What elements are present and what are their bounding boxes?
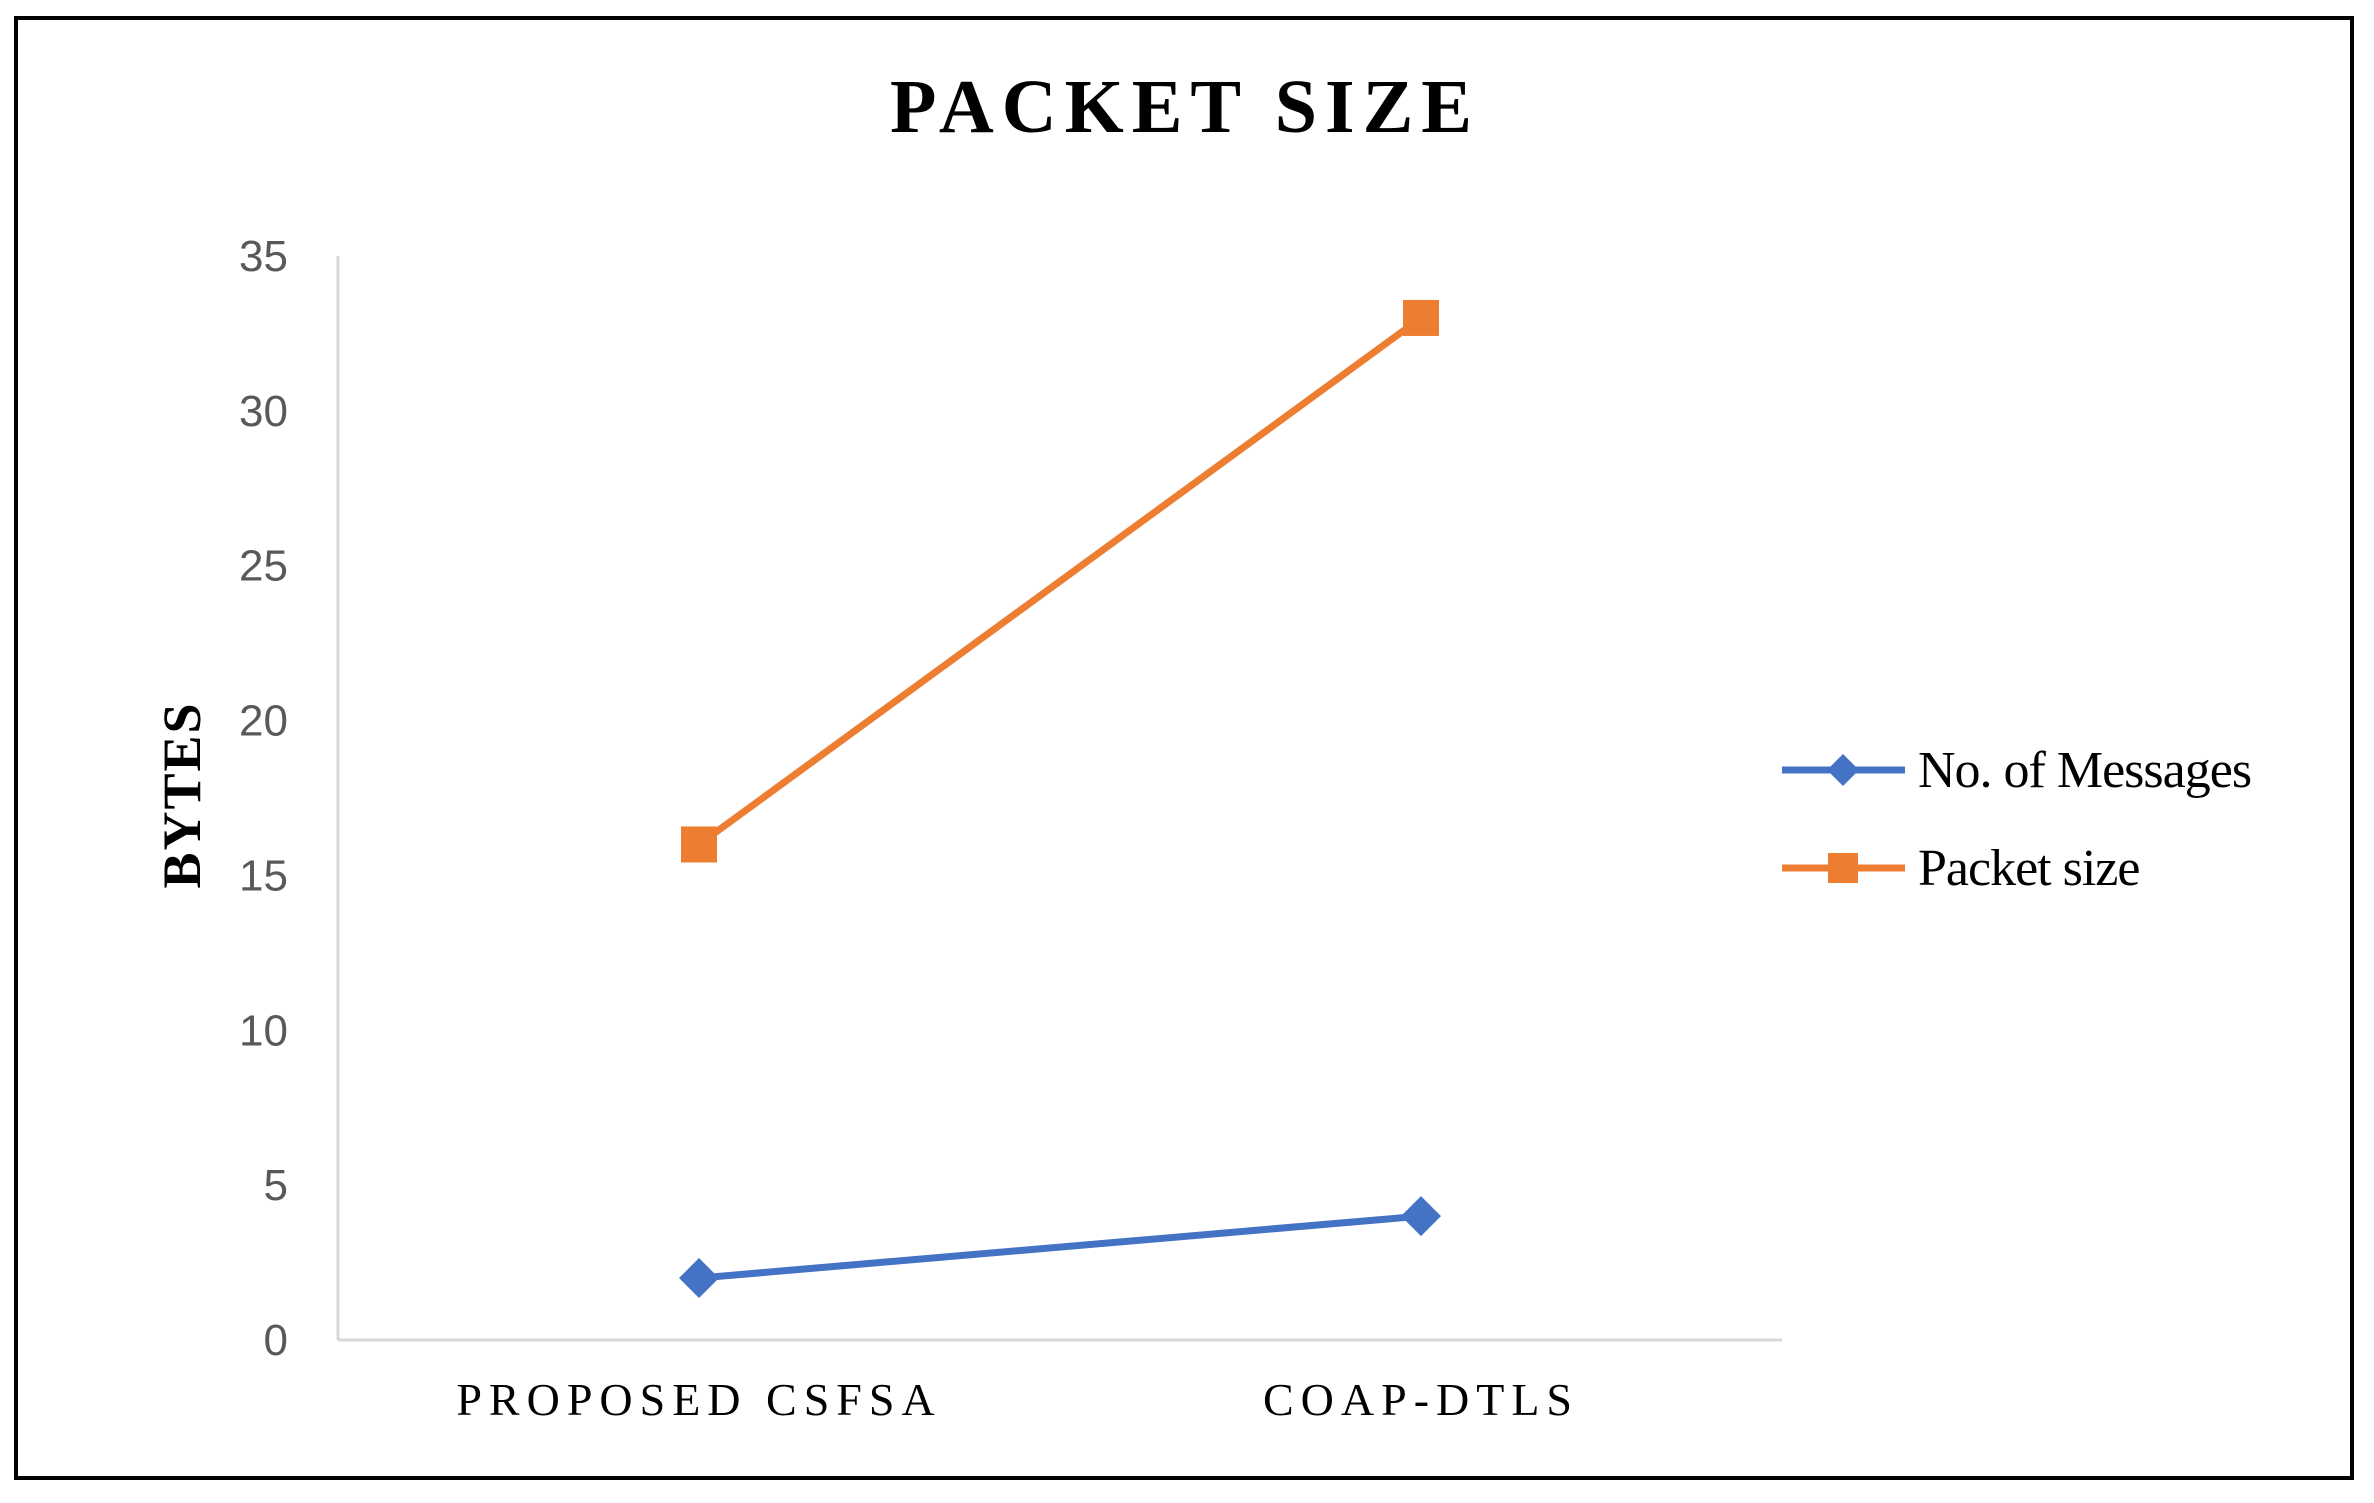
x-tick-label: COAP-DTLS <box>1263 1374 1579 1425</box>
y-tick-label: 35 <box>239 232 288 281</box>
legend-marker <box>1828 853 1858 883</box>
y-tick-label: 20 <box>239 697 288 746</box>
series-group <box>679 1196 1441 1299</box>
legend-item: Packet size <box>1782 840 2140 897</box>
series-layer <box>679 299 1441 1299</box>
y-tick-label: 25 <box>239 542 288 591</box>
y-axis-label: BYTES <box>152 701 212 888</box>
data-point <box>1401 1196 1441 1237</box>
series-line <box>698 1212 1422 1282</box>
data-point <box>1403 299 1439 336</box>
y-tick-labels: 0 5 10 15 20 25 30 35 <box>239 232 288 1365</box>
legend-label: No. of Messages <box>1918 742 2251 799</box>
data-point <box>681 826 717 863</box>
data-point <box>679 1258 719 1299</box>
series-line <box>696 315 1424 848</box>
y-tick-label: 30 <box>239 387 288 436</box>
x-tick-labels: PROPOSED CSFSA COAP-DTLS <box>456 1374 1579 1425</box>
y-tick-label: 10 <box>239 1006 288 1055</box>
series-group <box>681 299 1439 863</box>
legend: No. of Messages Packet size <box>1782 742 2252 897</box>
chart-title: PACKET SIZE <box>890 65 1480 149</box>
x-tick-label: PROPOSED CSFSA <box>456 1374 941 1425</box>
legend-item: No. of Messages <box>1782 742 2252 799</box>
legend-marker <box>1827 754 1859 786</box>
legend-label: Packet size <box>1918 840 2139 897</box>
y-tick-label: 0 <box>264 1316 288 1365</box>
y-tick-label: 15 <box>239 851 288 900</box>
y-tick-label: 5 <box>264 1161 288 1210</box>
